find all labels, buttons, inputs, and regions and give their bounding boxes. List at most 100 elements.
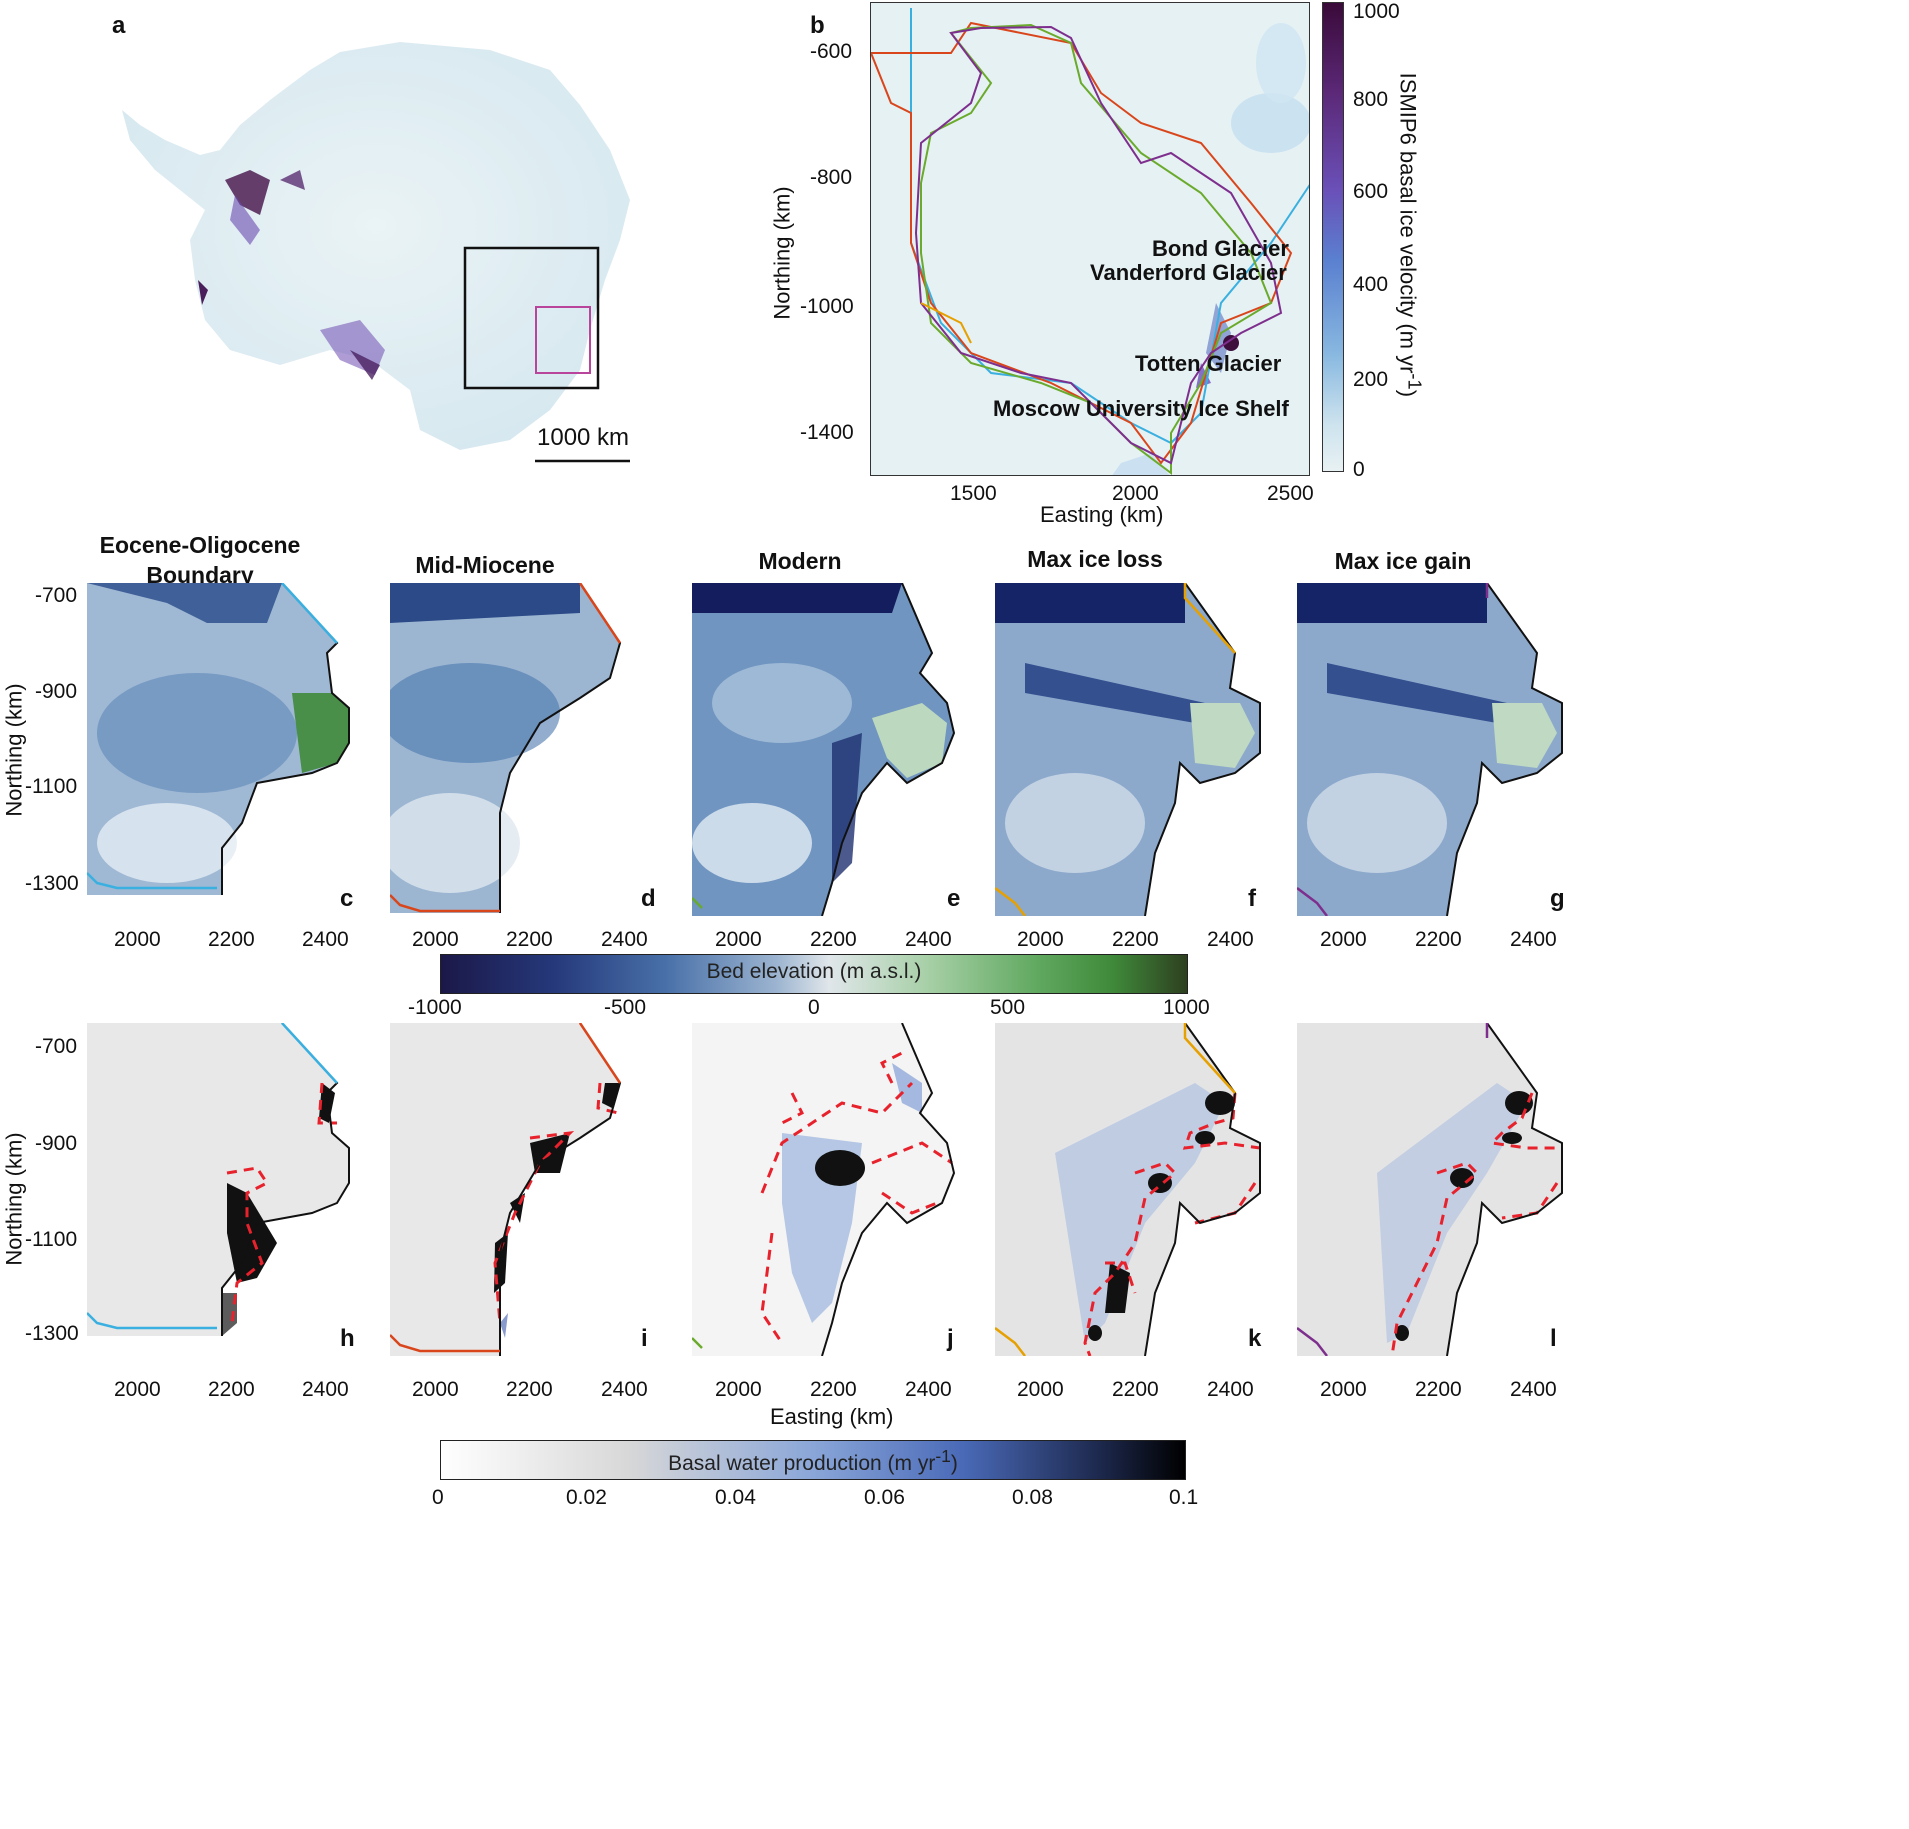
label-vanderford-glacier: Vanderford Glacier [1090, 260, 1287, 285]
label-totten-glacier: Totten Glacier [1135, 351, 1282, 376]
title-max-ice-loss: Max ice loss [1027, 546, 1163, 572]
vel-tick-400: 400 [1353, 273, 1389, 296]
velocity-colorbar-label: ISMIP6 basal ice velocity (m yr-1) [1395, 72, 1426, 398]
panel-letter-d: d [641, 885, 656, 912]
c-xtick-2000: 2000 [114, 928, 161, 951]
b-ytick-1000: -1000 [800, 295, 854, 318]
title-modern: Modern [758, 548, 842, 574]
panel-k-map [995, 1023, 1267, 1356]
panel-letter-f: f [1248, 885, 1256, 912]
l-xtick-2200: 2200 [1415, 1378, 1462, 1401]
bed-tick-1000: 1000 [1163, 996, 1210, 1019]
j-xtick-2000: 2000 [715, 1378, 762, 1401]
b-xtick-1500: 1500 [950, 482, 997, 505]
f-xtick-2200: 2200 [1112, 928, 1159, 951]
water-tick-0.06: 0.06 [864, 1486, 905, 1509]
bed-colorbar-label: Bed elevation (m a.s.l.) [706, 960, 922, 983]
h-ytick-900: -900 [35, 1132, 78, 1155]
panel-letter-k: k [1248, 1325, 1262, 1352]
c-ytick-1100: -1100 [25, 775, 78, 798]
e-xtick-2400: 2400 [905, 928, 952, 951]
water-tick-0.1: 0.1 [1169, 1486, 1199, 1509]
title-eocene: Eocene-Oligocene Boundary [99, 532, 301, 588]
panel-letter-c: c [340, 885, 354, 912]
h-ytick-1300: -1300 [25, 1322, 79, 1345]
row1-ylabel: Northing (km) [1, 683, 27, 817]
g-xtick-2200: 2200 [1415, 928, 1462, 951]
vel-tick-800: 800 [1353, 88, 1389, 111]
b-xtick-2000: 2000 [1112, 482, 1159, 505]
bed-elevation-colorbar: Bed elevation (m a.s.l.) [440, 954, 1188, 994]
panel-letter-e: e [947, 885, 961, 912]
vel-tick-600: 600 [1353, 180, 1389, 203]
h-ytick-1100: -1100 [25, 1228, 78, 1251]
l-xtick-2000: 2000 [1320, 1378, 1367, 1401]
antarctica-map [122, 42, 630, 463]
k-xtick-2000: 2000 [1017, 1378, 1064, 1401]
water-tick-0.02: 0.02 [566, 1486, 607, 1509]
panel-l-map [1297, 1023, 1569, 1356]
water-tick-0.04: 0.04 [715, 1486, 756, 1509]
panel-e-map [692, 583, 964, 916]
bed-tick-neg1000: -1000 [408, 996, 462, 1019]
row2-ylabel: Northing (km) [1, 1132, 27, 1266]
b-ytick-1400: -1400 [800, 421, 854, 444]
b-xlabel: Easting (km) [1040, 502, 1164, 527]
panel-b-map [870, 2, 1310, 476]
row2-xlabel: Easting (km) [770, 1404, 894, 1429]
h-xtick-2200: 2200 [208, 1378, 255, 1401]
panel-letter-i: i [641, 1325, 648, 1352]
vel-tick-1000: 1000 [1353, 0, 1400, 23]
water-tick-0: 0 [432, 1486, 444, 1509]
panel-c-map [87, 583, 357, 896]
panel-letter-l: l [1550, 1325, 1557, 1352]
panel-i-map [390, 1023, 660, 1356]
panel-f-map [995, 583, 1267, 916]
c-xtick-2400: 2400 [302, 928, 349, 951]
c-ytick-700: -700 [35, 584, 78, 607]
vel-tick-0: 0 [1353, 458, 1365, 481]
bed-tick-neg500: -500 [604, 996, 647, 1019]
k-xtick-2200: 2200 [1112, 1378, 1159, 1401]
velocity-colorbar [1322, 2, 1344, 472]
c-ytick-900: -900 [35, 680, 78, 703]
g-xtick-2000: 2000 [1320, 928, 1367, 951]
label-moscow-university-ice-shelf: Moscow University Ice Shelf [993, 396, 1289, 421]
vel-tick-200: 200 [1353, 368, 1389, 391]
panel-d-map [390, 583, 660, 916]
bed-tick-500: 500 [990, 996, 1026, 1019]
c-ytick-1300: -1300 [25, 872, 79, 895]
b-ylabel: Northing (km) [769, 186, 795, 320]
title-max-ice-gain: Max ice gain [1334, 548, 1472, 574]
panel-j-map [692, 1023, 964, 1356]
b-ytick-800: -800 [810, 166, 853, 189]
e-xtick-2200: 2200 [810, 928, 857, 951]
c-xtick-2200: 2200 [208, 928, 255, 951]
d-xtick-2400: 2400 [601, 928, 648, 951]
h-xtick-2400: 2400 [302, 1378, 349, 1401]
bed-tick-0: 0 [808, 996, 820, 1019]
g-xtick-2400: 2400 [1510, 928, 1557, 951]
panel-letter-b: b [810, 12, 825, 39]
h-xtick-2000: 2000 [114, 1378, 161, 1401]
e-xtick-2000: 2000 [715, 928, 762, 951]
panel-letter-j: j [947, 1325, 954, 1352]
water-colorbar-label: Basal water production (m yr-1) [668, 1446, 958, 1475]
basal-water-colorbar: Basal water production (m yr-1) [440, 1440, 1186, 1480]
detail-box [535, 306, 591, 374]
i-xtick-2000: 2000 [412, 1378, 459, 1401]
f-xtick-2400: 2400 [1207, 928, 1254, 951]
i-xtick-2200: 2200 [506, 1378, 553, 1401]
j-xtick-2400: 2400 [905, 1378, 952, 1401]
scale-bar-label: 1000 km [537, 424, 630, 451]
panel-letter-h: h [340, 1325, 355, 1352]
d-xtick-2000: 2000 [412, 928, 459, 951]
title-miocene: Mid-Miocene [415, 552, 555, 578]
panel-h-map [87, 1023, 357, 1336]
b-xtick-2500: 2500 [1267, 482, 1314, 505]
j-xtick-2200: 2200 [810, 1378, 857, 1401]
b-ytick-600: -600 [810, 40, 853, 63]
panel-g-map [1297, 583, 1569, 916]
k-xtick-2400: 2400 [1207, 1378, 1254, 1401]
overview-box [463, 246, 600, 390]
